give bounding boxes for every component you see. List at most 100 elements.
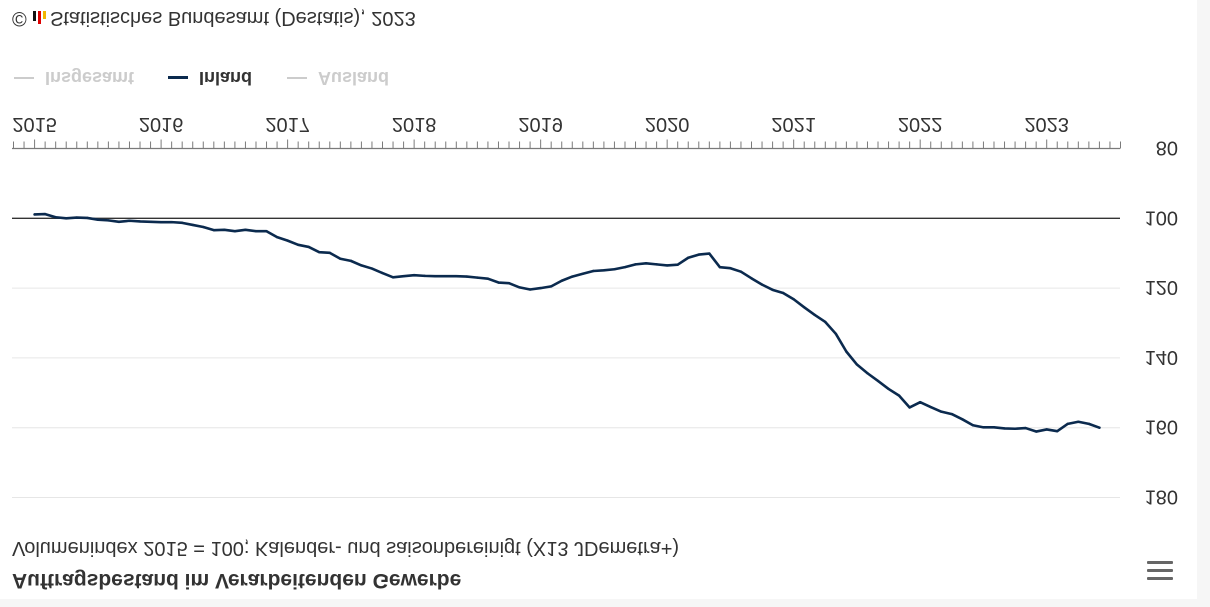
data-point[interactable] [159,220,163,224]
data-point[interactable] [370,267,374,270]
data-point[interactable] [318,250,321,254]
data-point[interactable] [729,267,732,270]
data-point[interactable] [170,220,173,224]
data-point[interactable] [971,424,975,427]
data-point[interactable] [476,276,479,279]
data-point[interactable] [845,350,848,353]
data-point[interactable] [497,281,500,284]
data-point[interactable] [1077,420,1080,423]
data-point[interactable] [33,213,36,216]
data-point[interactable] [1034,430,1038,433]
data-point[interactable] [771,288,774,292]
data-point[interactable] [444,275,447,278]
data-point[interactable] [571,275,574,278]
data-point[interactable] [982,426,985,429]
data-point[interactable] [117,220,121,223]
data-point[interactable] [992,426,996,429]
data-point[interactable] [602,269,606,272]
data-point[interactable] [560,279,563,282]
data-point[interactable] [265,230,268,233]
data-point[interactable] [581,272,585,275]
data-point[interactable] [781,291,785,295]
series-line-inland[interactable] [33,212,1101,433]
data-point[interactable] [381,271,384,275]
data-point[interactable] [792,298,795,301]
data-point[interactable] [961,418,964,421]
data-point[interactable] [760,283,764,286]
data-point[interactable] [676,263,679,266]
data-point[interactable] [86,216,89,220]
data-point[interactable] [697,253,700,256]
data-point[interactable] [876,379,880,383]
data-point[interactable] [950,412,954,416]
data-point[interactable] [813,313,816,317]
data-point[interactable] [613,268,616,271]
data-point[interactable] [149,220,152,223]
data-point[interactable] [244,228,247,232]
data-point[interactable] [202,225,205,229]
data-point[interactable] [360,264,363,267]
data-point[interactable] [1087,422,1091,426]
data-point[interactable] [528,288,532,291]
data-point[interactable] [54,216,57,219]
data-point[interactable] [739,270,743,273]
data-point[interactable] [1013,427,1017,430]
data-point[interactable] [223,228,226,232]
data-point[interactable] [1003,427,1006,430]
data-point[interactable] [708,252,711,255]
data-point[interactable] [507,282,511,285]
data-point[interactable] [897,394,901,397]
data-point[interactable] [402,275,405,278]
data-point[interactable] [824,320,827,324]
data-point[interactable] [349,259,353,263]
data-point[interactable] [855,363,859,366]
data-point[interactable] [644,262,648,265]
data-point[interactable] [254,230,258,233]
data-point[interactable] [750,277,753,280]
data-point[interactable] [339,257,342,260]
data-point[interactable] [423,274,426,278]
data-point[interactable] [212,228,216,232]
data-point[interactable] [434,275,437,278]
data-point[interactable] [65,217,68,220]
data-point[interactable] [455,275,458,278]
data-point[interactable] [1024,426,1027,430]
data-point[interactable] [623,265,627,269]
data-point[interactable] [887,387,890,391]
data-point[interactable] [286,239,289,242]
data-point[interactable] [107,219,110,222]
data-point[interactable] [539,286,542,290]
data-point[interactable] [191,223,194,227]
data-point[interactable] [412,273,416,277]
data-point[interactable] [655,263,658,266]
data-point[interactable] [908,406,911,409]
data-point[interactable] [718,265,722,269]
data-point[interactable] [803,306,806,309]
data-point[interactable] [96,218,100,221]
data-point[interactable] [307,245,310,249]
data-point[interactable] [486,277,490,280]
data-point[interactable] [918,401,922,404]
data-point[interactable] [866,372,869,375]
data-point[interactable] [1056,429,1059,433]
data-point[interactable] [1098,426,1101,429]
data-point[interactable] [834,332,838,336]
data-point[interactable] [180,221,184,225]
data-point[interactable] [518,286,521,289]
data-point[interactable] [1066,422,1069,426]
data-point[interactable] [391,276,395,279]
data-point[interactable] [75,216,78,219]
data-point[interactable] [138,220,142,223]
data-point[interactable] [1045,428,1048,431]
data-point[interactable] [929,405,932,409]
data-point[interactable] [549,285,553,288]
data-point[interactable] [328,251,331,255]
data-point[interactable] [665,264,669,267]
data-point[interactable] [592,269,595,273]
data-point[interactable] [940,410,943,413]
data-point[interactable] [43,212,47,216]
data-point[interactable] [128,219,131,222]
data-point[interactable] [296,243,300,247]
data-point[interactable] [233,230,237,233]
data-point[interactable] [465,275,469,278]
